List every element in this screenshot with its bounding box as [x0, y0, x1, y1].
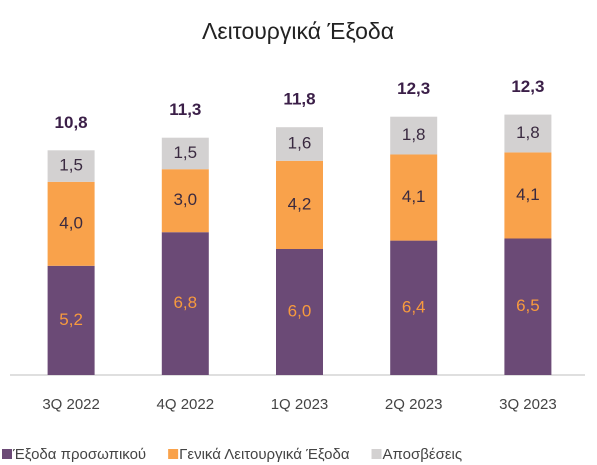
legend-label: Γενικά Λειτουργικά Έξοδα [179, 446, 350, 463]
total-label: 11,8 [283, 90, 315, 109]
bar-segment [390, 240, 438, 375]
value-label: 4,2 [288, 194, 312, 213]
value-label: 4,1 [402, 187, 426, 206]
value-label: 5,2 [59, 310, 83, 329]
legend-swatch [371, 449, 382, 459]
x-tick-label: 1Q 2023 [271, 396, 329, 413]
value-label: 1,5 [173, 143, 197, 162]
legend-label: Αποσβέσεις [383, 446, 463, 463]
value-label: 6,8 [173, 293, 197, 312]
chart-title: Λειτουργικά Έξοδα [202, 18, 394, 44]
value-label: 6,5 [516, 296, 540, 315]
bar-segment [504, 114, 552, 153]
bar-segment [47, 181, 95, 266]
value-label: 1,6 [288, 133, 312, 152]
legend-label: Έξοδα προσωπικού [12, 446, 146, 463]
bar-segment [390, 154, 438, 241]
value-label: 1,8 [516, 123, 540, 142]
bar-segment [161, 137, 209, 170]
value-label: 6,0 [288, 301, 312, 320]
bar-segment [276, 249, 323, 375]
total-label: 10,8 [55, 113, 88, 132]
bar-segment [161, 169, 209, 233]
x-tick-label: 3Q 2022 [42, 396, 100, 413]
bar-segment [276, 127, 323, 161]
bar-segment [390, 116, 438, 155]
bar-segment [47, 150, 95, 182]
total-label: 12,3 [397, 79, 430, 98]
legend-swatch [2, 449, 12, 459]
x-tick-label: 2Q 2023 [385, 396, 443, 413]
bar-segment [47, 265, 95, 375]
x-tick-label: 3Q 2023 [499, 396, 557, 413]
x-tick-label: 4Q 2022 [157, 396, 215, 413]
value-label: 6,4 [402, 297, 426, 316]
bar-segment [276, 160, 323, 249]
value-label: 4,0 [59, 213, 83, 232]
value-label: 1,5 [59, 156, 83, 175]
bar-segment [504, 152, 552, 239]
value-label: 1,8 [402, 125, 426, 144]
bar-segment [161, 232, 209, 375]
value-label: 3,0 [173, 190, 197, 209]
total-label: 12,3 [511, 77, 544, 96]
bar-segment [504, 238, 552, 375]
legend-swatch [168, 449, 179, 459]
total-label: 11,3 [169, 100, 201, 119]
value-label: 4,1 [516, 185, 540, 204]
